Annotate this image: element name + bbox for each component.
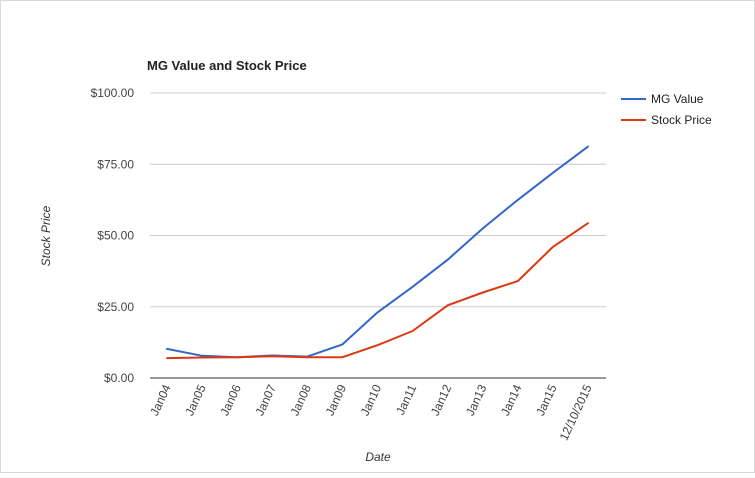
legend-label: Stock Price [651, 113, 712, 127]
y-tick-label: $75.00 [97, 157, 134, 171]
y-tick-label: $50.00 [97, 229, 134, 243]
y-tick-label: $25.00 [97, 300, 134, 314]
y-axis-title: Stock Price [39, 205, 53, 266]
x-axis-title: Date [365, 450, 391, 464]
chart-title: MG Value and Stock Price [147, 58, 307, 73]
y-tick-label: $0.00 [104, 371, 134, 385]
legend-label: MG Value [651, 92, 704, 106]
y-tick-label: $100.00 [91, 86, 135, 100]
